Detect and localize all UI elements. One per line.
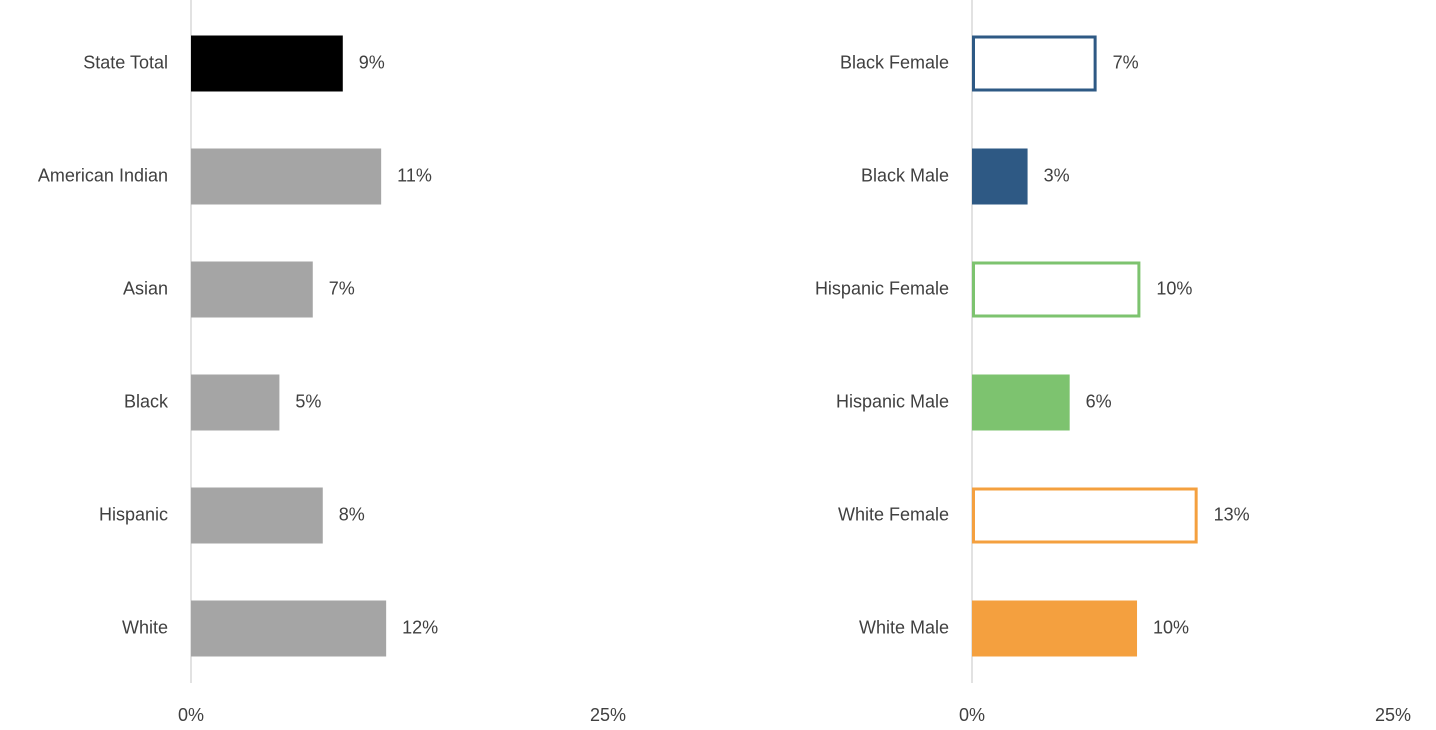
- bar: [972, 600, 1138, 657]
- value-label: 8%: [339, 504, 365, 524]
- y-tick-label: American Indian: [38, 165, 168, 185]
- bar: [972, 148, 1028, 205]
- y-tick-label: White Female: [838, 504, 949, 524]
- value-label: 3%: [1044, 165, 1070, 185]
- value-label: 7%: [329, 278, 355, 298]
- y-tick-label: Hispanic: [99, 504, 168, 524]
- y-tick-label: Black Male: [861, 165, 949, 185]
- value-label: 10%: [1153, 617, 1189, 637]
- bar: [191, 261, 313, 318]
- value-label: 13%: [1214, 504, 1250, 524]
- bar: [972, 487, 1198, 544]
- value-label: 5%: [295, 391, 321, 411]
- bar: [191, 374, 280, 431]
- bar: [191, 600, 387, 657]
- x-tick-label: 25%: [1375, 705, 1411, 725]
- value-label: 10%: [1156, 278, 1192, 298]
- y-tick-label: Black Female: [840, 52, 949, 72]
- value-label: 11%: [397, 165, 432, 185]
- x-tick-label: 0%: [178, 705, 204, 725]
- bar: [191, 35, 343, 92]
- value-label: 12%: [402, 617, 438, 637]
- value-label: 6%: [1086, 391, 1112, 411]
- y-tick-label: Hispanic Male: [836, 391, 949, 411]
- value-label: 9%: [359, 52, 385, 72]
- y-tick-label: White Male: [859, 617, 949, 637]
- y-tick-label: Hispanic Female: [815, 278, 949, 298]
- x-tick-label: 25%: [590, 705, 626, 725]
- bar: [191, 487, 323, 544]
- y-tick-label: State Total: [83, 52, 168, 72]
- y-tick-label: Black: [124, 391, 169, 411]
- bar: [972, 374, 1070, 431]
- bar: [191, 148, 382, 205]
- y-tick-label: Asian: [123, 278, 168, 298]
- x-tick-label: 0%: [959, 705, 985, 725]
- bar: [972, 35, 1097, 92]
- value-label: 7%: [1113, 52, 1139, 72]
- y-tick-label: White: [122, 617, 168, 637]
- bar: [972, 261, 1141, 318]
